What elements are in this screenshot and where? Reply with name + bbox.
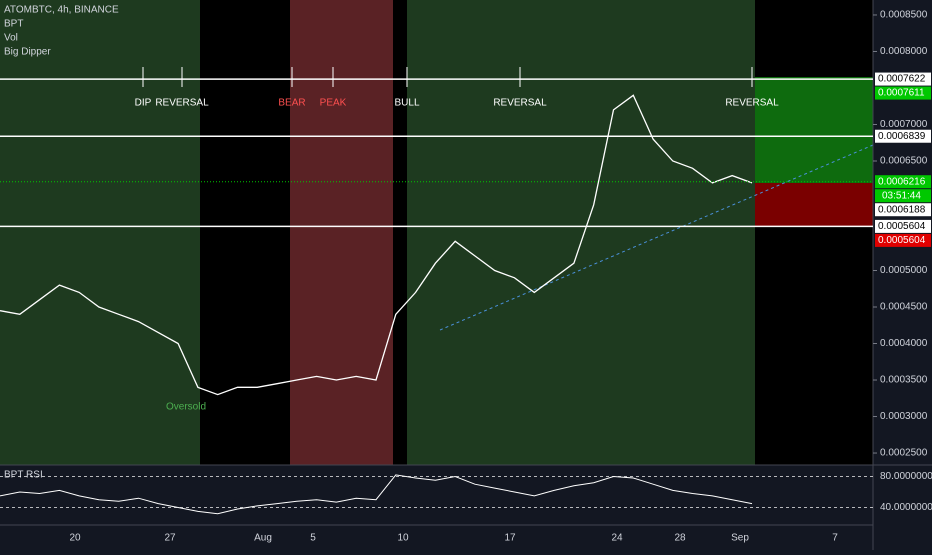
indicator: BPT	[4, 19, 23, 30]
zone-black	[755, 0, 873, 465]
y-tick-label: 0.0004000	[880, 338, 928, 349]
y-tick-label: 0.0007000	[880, 119, 928, 130]
zone-red	[290, 0, 393, 465]
price-line	[0, 94, 753, 396]
annotation: BULL	[394, 98, 419, 109]
annotation: PEAK	[320, 98, 347, 109]
price-label: 0.0006839	[878, 131, 926, 142]
annotation: REVERSAL	[155, 98, 209, 109]
rsi-tick-label: 40.0000000	[880, 502, 932, 513]
y-tick-label: 0.0008000	[880, 46, 928, 57]
annotation: REVERSAL	[493, 98, 547, 109]
x-tick-label: 20	[69, 533, 81, 544]
price-label-box	[875, 219, 931, 233]
price-label-box	[875, 233, 931, 247]
x-tick-label: 7	[832, 533, 838, 544]
rsi-line	[0, 474, 753, 515]
rsi-title: BPT RSI	[4, 470, 43, 481]
y-tick-label: 0.0004500	[880, 302, 928, 313]
price-label: 0.0007622	[878, 74, 926, 85]
stop-zone	[755, 183, 873, 226]
target-zone	[755, 77, 873, 183]
annotation: BEAR	[278, 98, 305, 109]
indicator: Big Dipper	[4, 47, 51, 58]
x-tick-label: 24	[611, 533, 623, 544]
countdown-box	[875, 189, 931, 203]
x-tick-label: 10	[397, 533, 409, 544]
annotation: REVERSAL	[725, 98, 779, 109]
rsi-tick-label: 80.0000000	[880, 471, 932, 482]
price-label-box	[875, 86, 931, 100]
x-tick-label: Aug	[254, 533, 272, 544]
price-label-box	[875, 175, 931, 189]
zone-green	[407, 0, 755, 465]
price-label: 0.0005604	[878, 221, 926, 232]
price-label-box	[875, 203, 931, 217]
y-tick-label: 0.0002500	[880, 448, 928, 459]
x-tick-label: 5	[310, 533, 316, 544]
price-label-box	[875, 129, 931, 143]
y-tick-label: 0.0005000	[880, 265, 928, 276]
price-label: 0.0006188	[878, 204, 926, 215]
x-tick-label: 27	[164, 533, 176, 544]
x-tick-label: Sep	[731, 533, 749, 544]
price-label-box	[875, 72, 931, 86]
symbol: ATOMBTC, 4h, BINANCE	[4, 5, 119, 16]
indicator: Vol	[4, 33, 18, 44]
countdown: 03:51:44	[882, 190, 921, 201]
y-tick-label: 0.0003000	[880, 411, 928, 422]
y-tick-label: 0.0008500	[880, 10, 928, 21]
y-tick-label: 0.0003500	[880, 375, 928, 386]
zone-black	[200, 0, 290, 465]
price-label: 0.0005604	[878, 235, 926, 246]
y-tick-label: 0.0006500	[880, 156, 928, 167]
trend-line	[439, 144, 874, 331]
x-tick-label: 17	[504, 533, 516, 544]
x-tick-label: 28	[674, 533, 686, 544]
zone-green	[0, 0, 200, 465]
annotation: DIP	[135, 98, 152, 109]
price-label: 0.0006216	[878, 176, 926, 187]
oversold-label: Oversold	[166, 402, 206, 413]
price-label: 0.0007611	[878, 88, 925, 99]
zone-black	[393, 0, 407, 465]
